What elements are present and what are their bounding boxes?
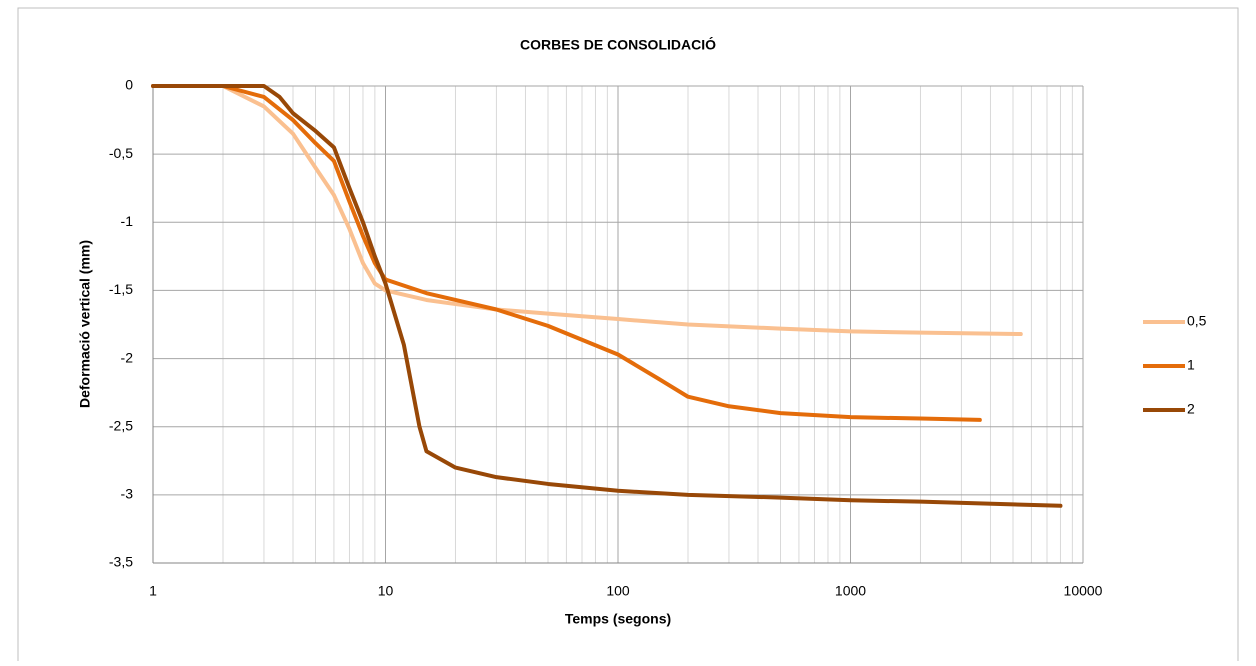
y-axis-title: Deformació vertical (mm)	[77, 240, 93, 408]
series-line	[151, 84, 1063, 508]
x-tick-label: 1000	[835, 583, 866, 599]
y-tick-label: -3,5	[109, 554, 133, 570]
y-tick-label: -0,5	[109, 145, 133, 161]
y-tick-label: -2,5	[109, 417, 133, 433]
chart-title: CORBES DE CONSOLIDACIÓ	[520, 36, 716, 53]
legend-label: 2	[1187, 401, 1195, 417]
y-tick-label: -2	[121, 349, 134, 365]
chart-border	[17, 7, 1239, 666]
x-tick-label: 100	[606, 583, 630, 599]
series-line	[151, 84, 982, 422]
x-tick-label: 10	[378, 583, 394, 599]
x-axis-title: Temps (segons)	[565, 611, 671, 627]
y-tick-label: -3	[121, 486, 134, 502]
x-tick-label: 1	[149, 583, 157, 599]
legend-label: 0,5	[1187, 313, 1207, 329]
y-tick-label: -1	[121, 213, 134, 229]
x-tick-label: 10000	[1064, 583, 1103, 599]
y-tick-label: 0	[125, 77, 133, 93]
legend-label: 1	[1187, 357, 1195, 373]
y-tick-label: -1,5	[109, 281, 133, 297]
series-line	[151, 84, 1023, 337]
